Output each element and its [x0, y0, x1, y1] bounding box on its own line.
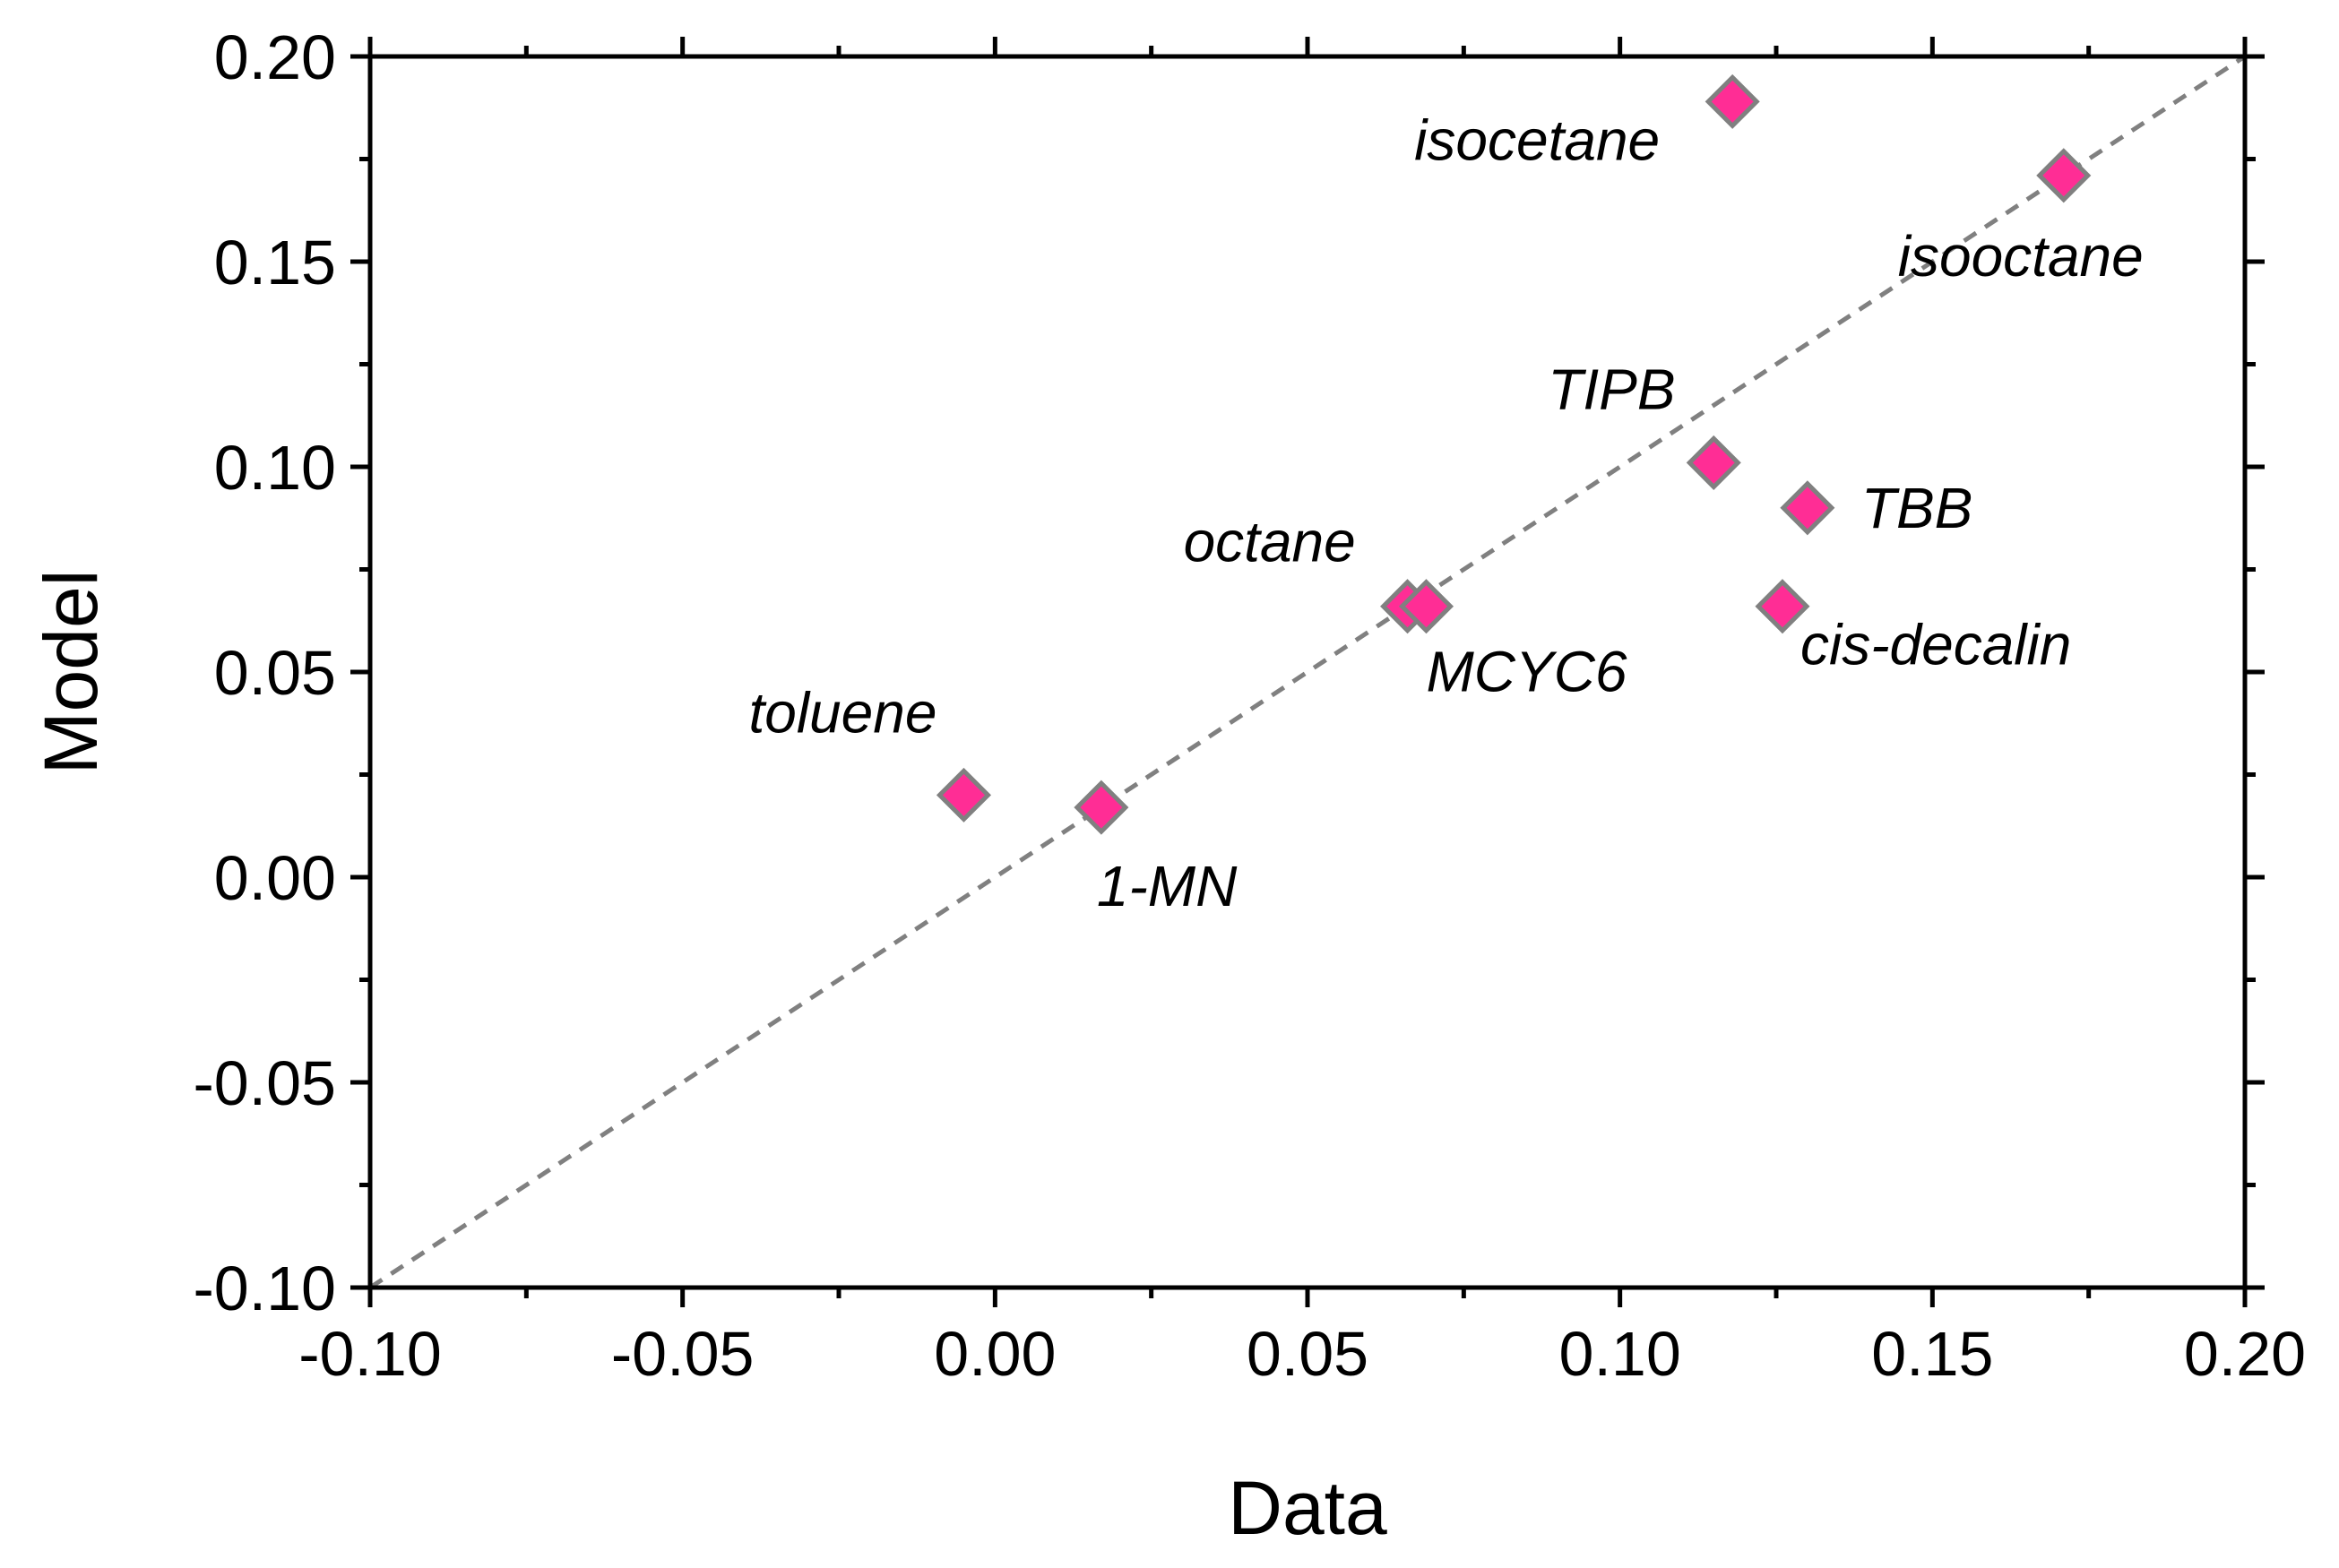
y-tick-label: -0.05 [193, 1048, 336, 1118]
point-label: cis-decalin [1800, 613, 2071, 677]
y-tick-label: 0.05 [214, 638, 336, 708]
data-point-marker [1755, 579, 1810, 634]
data-point-marker [936, 767, 992, 823]
x-tick-label: -0.10 [298, 1319, 442, 1389]
x-tick-label: 0.00 [934, 1319, 1056, 1389]
y-tick-label: 0.20 [214, 22, 336, 92]
y-tick-label: 0.10 [214, 433, 336, 503]
data-point-marker [1780, 480, 1835, 536]
point-label: isooctane [1898, 224, 2144, 289]
x-tick-label: 0.10 [1559, 1319, 1681, 1389]
x-axis-title: Data [1228, 1466, 1387, 1550]
point-label: TBB [1861, 476, 1972, 540]
point-label: TIPB [1548, 357, 1675, 421]
plot-area: -0.10 -0.05 0.00 0.05 0.10 0.15 0.20 -0.10 -0.05… [193, 22, 2306, 1389]
point-label: MCYC6 [1426, 640, 1627, 704]
data-points: toluene 1-MN octane MCYC6 TIPB TBB cis-decalin… [748, 73, 2144, 918]
data-point-marker [1398, 579, 1454, 634]
y-tick-label: -0.10 [193, 1254, 336, 1323]
point-label: 1-MN [1097, 854, 1238, 918]
x-tick-label: 0.20 [2184, 1319, 2306, 1389]
x-tick-label: 0.05 [1247, 1319, 1368, 1389]
y-tick-label: 0.00 [214, 843, 336, 913]
data-point-marker [1074, 780, 1129, 835]
point-label: octane [1184, 510, 1356, 574]
data-point-marker [2036, 148, 2092, 203]
x-tick-label: 0.15 [1871, 1319, 1993, 1389]
y-tick-label: 0.15 [214, 228, 336, 297]
x-tick-label: -0.05 [611, 1319, 755, 1389]
data-point-marker [1686, 435, 1741, 490]
point-label: toluene [748, 680, 936, 745]
data-point-marker [1705, 73, 1760, 129]
y-axis-title: Model [29, 570, 113, 775]
reference-line [368, 54, 2247, 1290]
axis-ticks: -0.10 -0.05 0.00 0.05 0.10 0.15 0.20 -0.10 -0.05… [193, 22, 2306, 1389]
point-label: isocetane [1414, 108, 1660, 172]
